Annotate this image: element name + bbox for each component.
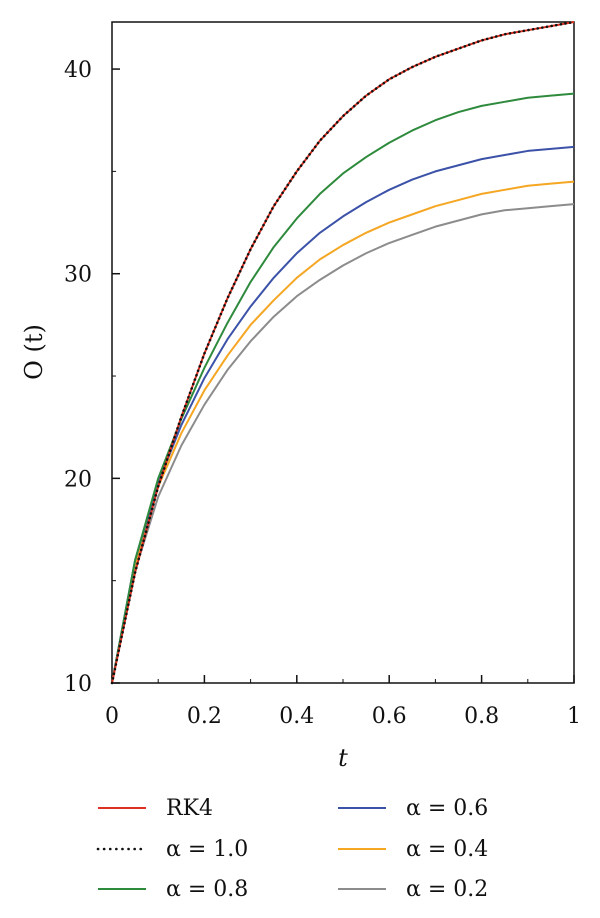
x-tick-label: 0.6: [372, 704, 407, 729]
axis-ticks: [111, 68, 575, 684]
y-tick-label: 30: [64, 263, 92, 288]
legend-label-0: RK4: [166, 796, 213, 821]
x-tick-label: 0: [105, 704, 119, 729]
series-line-3: [111, 145, 575, 684]
y-tick-label: 10: [64, 672, 92, 697]
legend-label-1: α = 1.0: [166, 837, 248, 862]
tick-labels: 0 0.2 0.4 0.6 0.8 1 10 20 30 40: [64, 58, 581, 729]
x-tick-label: 1: [567, 704, 581, 729]
legend-label-3: α = 0.6: [406, 796, 488, 821]
series-layer: [110, 20, 576, 685]
y-tick-label: 20: [64, 467, 92, 492]
x-tick-label: 0.2: [187, 704, 222, 729]
series-line-1: [110, 20, 576, 685]
y-axis-title: O (t): [20, 324, 48, 380]
legend-label-5: α = 0.2: [406, 877, 488, 902]
x-tick-label: 0.8: [464, 704, 499, 729]
legend: RK4 α = 1.0 α = 0.8 α = 0.6 α = 0.4 α = 0.2: [96, 796, 488, 902]
plot-frame: [111, 21, 575, 684]
series-line-0: [111, 21, 575, 684]
series-line-5: [111, 203, 575, 684]
legend-label-2: α = 0.8: [166, 877, 248, 902]
y-tick-label: 40: [64, 58, 92, 83]
legend-label-4: α = 0.4: [406, 837, 488, 862]
series-line-2: [111, 92, 575, 684]
series-line-4: [111, 180, 575, 684]
x-axis-title: t: [338, 744, 348, 772]
x-tick-label: 0.4: [279, 704, 314, 729]
